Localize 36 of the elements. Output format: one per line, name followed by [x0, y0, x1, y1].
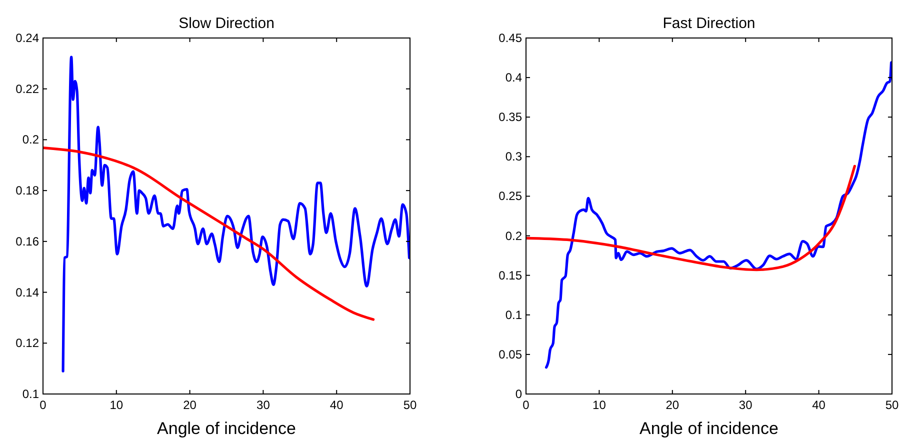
y-tick-label: 0.22 — [16, 82, 40, 96]
y-tick-label: 0.14 — [16, 285, 40, 300]
x-tick-label: 40 — [812, 398, 826, 412]
x-axis-title: Angle of incidence — [157, 419, 296, 438]
x-tick-label: 20 — [183, 398, 197, 412]
x-tick-label: 50 — [403, 398, 417, 412]
x-tick-label: 40 — [330, 398, 344, 412]
line-series — [43, 146, 375, 321]
y-tick-label: 0.15 — [498, 268, 522, 282]
y-tick-label: 0.1 — [505, 308, 522, 322]
y-tick-label: 0.2 — [22, 132, 40, 147]
y-tick-label: 0.24 — [16, 31, 40, 45]
x-tick-label: 30 — [738, 398, 753, 412]
x-tick-label: 30 — [256, 398, 270, 412]
y-tick-label: 0.35 — [498, 110, 522, 124]
y-tick-label: 0.2 — [505, 228, 522, 243]
y-tick-label: 0.25 — [498, 189, 522, 204]
x-tick-label: 10 — [592, 398, 606, 412]
y-tick-label: 0.12 — [16, 336, 40, 350]
y-tick-label: 0.18 — [16, 184, 40, 198]
x-axis-title: Angle of incidence — [640, 419, 778, 438]
y-tick-label: 0.4 — [505, 70, 522, 85]
y-tick-label: 0.16 — [16, 234, 40, 248]
line-series — [544, 61, 892, 369]
line-series — [526, 164, 856, 272]
line-series — [62, 56, 410, 372]
y-tick-label: 0.3 — [505, 150, 522, 164]
y-tick-label: 0 — [515, 387, 522, 401]
y-tick-label: 0.05 — [498, 347, 522, 362]
x-tick-label: 50 — [885, 398, 899, 412]
x-tick-label: 20 — [666, 398, 680, 412]
chart-title: Fast Direction — [662, 15, 756, 32]
chart-title: Slow Direction — [178, 15, 274, 32]
y-tick-label: 0.1 — [22, 387, 40, 401]
x-tick-label: 10 — [110, 398, 124, 412]
y-tick-label: 0.45 — [498, 31, 522, 45]
